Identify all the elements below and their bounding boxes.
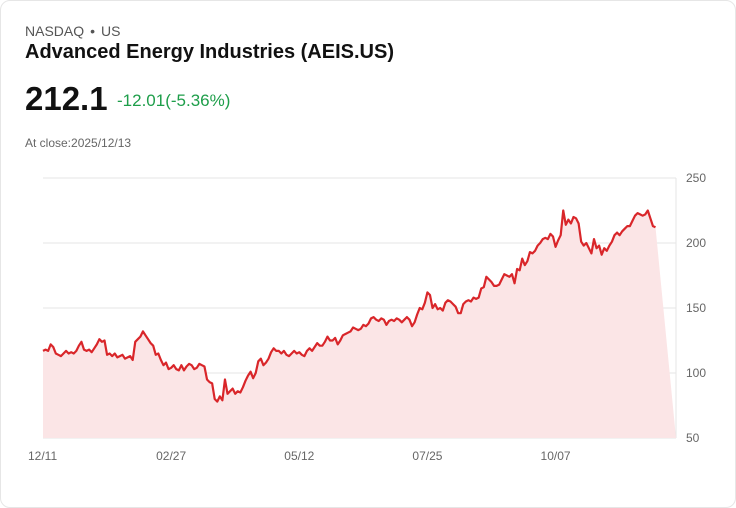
price-area-fill (43, 210, 676, 438)
y-tick-label: 250 (686, 171, 706, 185)
y-tick-label: 100 (686, 366, 706, 380)
stock-title: Advanced Energy Industries (AEIS.US) (25, 41, 394, 63)
exchange-name: NASDAQ (25, 23, 85, 39)
x-axis-ticks: 12/11 02/27 05/12 07/25 10/07 (28, 449, 571, 463)
close-date: At close:2025/12/13 (25, 136, 132, 150)
market-name: US (101, 23, 121, 39)
separator-dot: • (90, 23, 96, 39)
price-change: -12.01(-5.36%) (117, 91, 231, 110)
x-tick-label: 07/25 (412, 449, 442, 463)
y-axis-ticks: 50 100 150 200 250 (686, 171, 706, 445)
x-tick-label: 12/11 (28, 449, 57, 463)
y-tick-label: 50 (686, 431, 700, 445)
x-tick-label: 05/12 (284, 449, 314, 463)
y-tick-label: 200 (686, 236, 706, 250)
exchange-info: NASDAQ • US (25, 23, 120, 39)
current-price: 212.1 (25, 80, 108, 117)
price-line[interactable] (42, 209, 656, 403)
x-tick-label: 02/27 (156, 449, 186, 463)
y-tick-label: 150 (686, 301, 706, 315)
x-tick-label: 10/07 (541, 449, 571, 463)
